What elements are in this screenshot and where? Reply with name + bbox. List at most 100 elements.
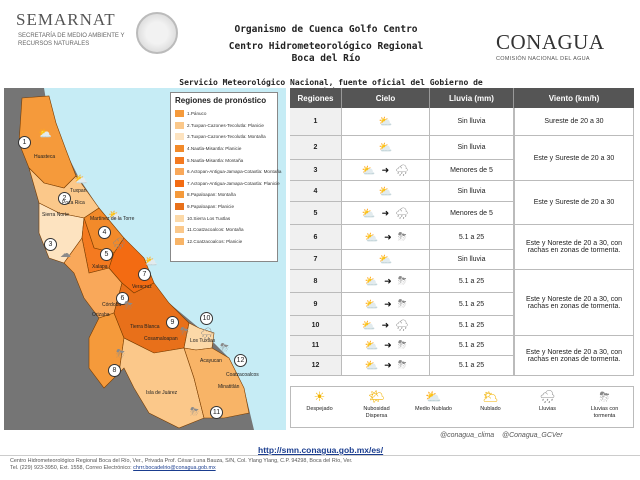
map-weather-icon-9: ⛈ [180, 326, 189, 338]
footer-contact: Tel. (229) 923-3950, Ext. 1558, Correo E… [10, 465, 216, 471]
region-cell: 9 [290, 293, 342, 315]
region-marker-1: 1 [18, 136, 31, 149]
region-cell: 7 [290, 250, 342, 269]
legend-swatch [175, 110, 184, 118]
legend-label: 3.Tuxpan-Cazones-Tecolutla: Montaña [187, 134, 266, 140]
storm-icon: ⛈ [397, 230, 407, 243]
region-marker-2: 2 [58, 192, 71, 205]
region-12-shape [183, 347, 250, 419]
legend-swatch [175, 191, 184, 199]
region-marker-7: 7 [138, 268, 151, 281]
arrow-right-icon: ➜ [384, 231, 392, 242]
partly-sunny-icon: ⛅ [378, 116, 393, 128]
map-weather-icon-1: ⛅ [38, 128, 52, 140]
rain-icon: 🌧 [395, 164, 410, 177]
region-marker-4: 4 [98, 226, 111, 239]
table-row: 7 ⛅ Sin lluvia [290, 250, 634, 270]
sky-cell: ⛅ ➜ 🌧 [342, 160, 430, 180]
storm-icon: ⛈ [397, 339, 407, 351]
sky-cell: ⛅ [342, 136, 430, 159]
sky-cell: ⛅ ➜ ⛈ [342, 356, 430, 375]
wind-cell: Este y Noreste de 20 a 30, con rachas en… [514, 270, 634, 336]
arrow-right-icon: ➜ [384, 275, 392, 286]
place-label: Acayucan [200, 358, 222, 364]
map-weather-icon-6: ⛈ [124, 300, 133, 312]
rain-cell: Sin lluvia [430, 136, 514, 159]
region-marker-12: 12 [234, 354, 247, 367]
partly-sunny-icon: ⛅ [364, 340, 379, 352]
footer-address: Centro Hidrometeorológico Regional Boca … [10, 458, 353, 464]
rain-cell: 5.1 a 25 [430, 293, 514, 315]
region-cell: 11 [290, 336, 342, 355]
map-weather-icon-10: 🌧 [200, 328, 214, 340]
rain-cell: Menores de 5 [430, 160, 514, 180]
region-cell: 2 [290, 136, 342, 159]
twitter-handle-1[interactable]: @conagua_clima [440, 432, 495, 439]
place-label: Los Tuxtlas [190, 338, 216, 344]
legend-label: 10.Sierra Los Tuxtlas [187, 215, 231, 221]
arrow-right-icon: ➜ [384, 298, 392, 309]
table-row: 1 ⛅ Sin lluvia [290, 108, 634, 136]
smn-link[interactable]: http://smn.conagua.gob.mx/es/ [258, 445, 384, 455]
half-cloudy-icon: ⛅ [425, 389, 442, 404]
wind-cell: Este y Sureste de 20 a 30 [514, 181, 634, 225]
arrow-right-icon: ➜ [381, 320, 390, 330]
sky-cell: ⛅ [342, 108, 430, 135]
sky-cell: ⛅ ➜ ⛈ [342, 293, 430, 315]
rain-cell: Sin lluvia [430, 108, 514, 135]
legend-item: 11.Coatzacoalcos: Montaña [175, 224, 273, 236]
region-cell: 1 [290, 108, 342, 135]
place-label: Martínez de la Torre [90, 216, 135, 222]
partly-sunny-icon: ⛅ [378, 142, 393, 154]
partly-sunny-icon: ⛅ [364, 275, 379, 288]
rain-icon: 🌧 [395, 320, 410, 332]
arrow-right-icon: ➜ [381, 164, 390, 175]
region-cell: 3 [290, 160, 342, 180]
rain-cell: Sin lluvia [430, 181, 514, 201]
place-label: Minatitlán [218, 384, 240, 390]
title-centro: Centro Hidrometeorológico Regional [228, 41, 424, 52]
sky-cell: ⛅ ➜ ⛈ [342, 225, 430, 249]
table-row: 5 ⛅ ➜ 🌧 Menores de 5 [290, 202, 634, 225]
twitter-handle-2[interactable]: @Conagua_GCVer [501, 432, 563, 439]
sky-icons-legend: ☀ Despejado 🌤 Nubosidad Dispersa ⛅ Medio… [290, 386, 634, 428]
sky-cell: ⛅ ➜ ⛈ [342, 270, 430, 292]
region-marker-6: 6 [116, 292, 129, 305]
table-row: 11 ⛅ ➜ ⛈ 5.1 a 25 [290, 336, 634, 356]
rain-cell: 5.1 a 25 [430, 356, 514, 375]
partly-sunny-icon: ⛅ [364, 231, 379, 244]
legend-item: 2.Tuxpan-Cazones-Tecolutla: Planicie [175, 120, 273, 132]
map-weather-icon-2: ⛅ [74, 174, 88, 186]
conagua-logo: CONAGUA COMISIÓN NACIONAL DEL AGUA [496, 30, 636, 62]
partly-sunny-icon: ⛅ [361, 164, 376, 177]
conagua-logo-sub: COMISIÓN NACIONAL DEL AGUA [496, 56, 590, 62]
partly-sunny-icon: ⛅ [364, 360, 379, 372]
semarnat-logo-sub: SECRETARÍA DE MEDIO AMBIENTE Y RECURSOS … [18, 33, 125, 47]
footer-email-link[interactable]: chrrr.bocadelrio@conagua.gob.mx [133, 465, 216, 471]
legend-swatch [175, 237, 184, 245]
storm-icon: ⛈ [397, 297, 407, 310]
legend-swatch [175, 121, 184, 129]
place-label: Sierra Norte [42, 212, 69, 218]
header-cielo: Cielo [342, 88, 430, 108]
legend-item: 12.Coatzacoalcos: Planicie [175, 236, 273, 248]
sky-cell: ⛅ ➜ 🌧 [342, 316, 430, 335]
legend-label: 7.Actopan-Antigua-Jamapa-Cotaxtla: Plani… [187, 180, 280, 186]
place-label: Orizaba [92, 312, 110, 318]
map-legend: Regiones de pronóstico 1.Pánuco 2.Tuxpan-… [170, 92, 281, 262]
table-row: 12 ⛅ ➜ ⛈ 5.1 a 25 [290, 356, 634, 376]
legend-item: 3.Tuxpan-Cazones-Tecolutla: Montaña [175, 131, 273, 143]
arrow-right-icon: ➜ [384, 340, 392, 350]
legend-swatch [175, 203, 184, 211]
legend-label: 11.Coatzacoalcos: Montaña [187, 227, 244, 233]
storm-icon: ⛈ [397, 274, 407, 287]
sky-cell: ⛅ ➜ ⛈ [342, 336, 430, 355]
cloudy-icon: 🌥 [482, 389, 499, 404]
table-row: 8 ⛅ ➜ ⛈ 5.1 a 25 [290, 270, 634, 293]
table-row: 3 ⛅ ➜ 🌧 Menores de 5 [290, 160, 634, 181]
legend-item: 7.Actopan-Antigua-Jamapa-Cotaxtla: Plani… [175, 178, 280, 190]
rain-cell: 5.1 a 25 [430, 270, 514, 292]
sky-legend-item: ⛈ Lluvias con tormenta [590, 389, 619, 419]
legend-item: 4.Nautla-Misantla: Planicie [175, 143, 273, 155]
rain-icon: 🌧 [395, 207, 410, 220]
